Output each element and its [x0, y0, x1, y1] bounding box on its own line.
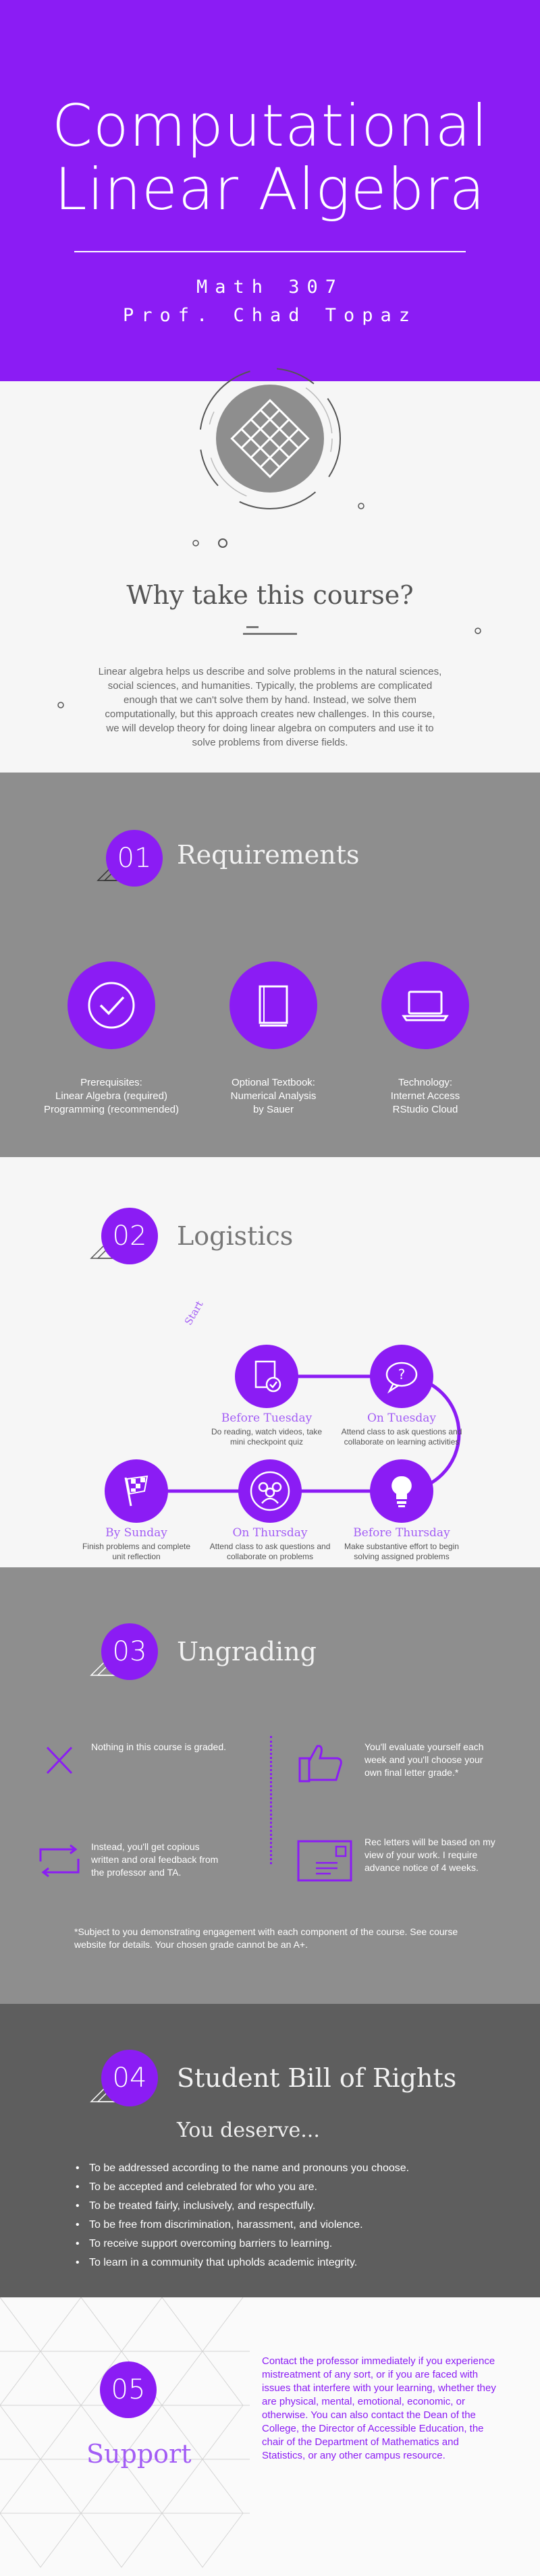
- step-by-sunday-circle: [105, 1459, 168, 1523]
- step-before-thursday-title: Before Thursday: [353, 1526, 450, 1540]
- section-number-01: 01: [106, 830, 163, 887]
- step-before-tuesday-desc: Do reading, watch videos, take mini chec…: [211, 1427, 323, 1447]
- step-by-sunday-desc: Finish problems and complete unit reflec…: [82, 1542, 191, 1561]
- support-body: Contact the professor immediately if you…: [262, 2355, 496, 2461]
- list-item: To be accepted and celebrated for who yo…: [74, 2178, 479, 2197]
- textbook-text: Optional Textbook: Numerical Analysis by…: [230, 1077, 317, 1115]
- checkered-flag-icon: [124, 1475, 148, 1507]
- page-title: Computational Linear Algebra: [0, 94, 540, 221]
- step-before-thursday-desc: Make substantive effort to begin solving…: [344, 1542, 459, 1561]
- ungrading-title: Ungrading: [177, 1637, 317, 1667]
- step-on-tuesday-circle: ?: [370, 1345, 433, 1408]
- triangle-pattern-background: [0, 2297, 250, 2568]
- list-item: To be treated fairly, inclusively, and r…: [74, 2197, 479, 2216]
- professor-name: Prof. Chad Topaz: [122, 305, 418, 326]
- list-item: To be free from discrimination, harassme…: [74, 2216, 479, 2235]
- why-divider: [243, 633, 297, 635]
- title-line-2: Linear Algebra: [54, 156, 486, 223]
- requirements-title: Requirements: [177, 840, 360, 870]
- section-number-04: 04: [101, 2050, 158, 2106]
- step-before-thursday-circle: [370, 1459, 433, 1523]
- step-on-thursday-desc: Attend class to ask questions and collab…: [209, 1542, 331, 1561]
- ungrading-self-evaluate: You'll evaluate yourself each week and y…: [364, 1741, 484, 1778]
- column-divider: [270, 1736, 272, 1864]
- list-item: To receive support overcoming barriers t…: [74, 2235, 479, 2253]
- book-icon: [259, 985, 288, 1027]
- title-line-1: Computational: [51, 92, 489, 160]
- matrix-emblem: [57, 503, 481, 708]
- lightbulb-icon: [392, 1476, 412, 1507]
- speech-question-icon: ?: [385, 1362, 418, 1394]
- rights-list: To be addressed according to the name an…: [74, 2159, 479, 2272]
- step-on-thursday-circle: [238, 1459, 302, 1523]
- laptop-icon: [402, 990, 449, 1021]
- ungrading-rec-letters: Rec letters will be based on my view of …: [364, 1837, 495, 1873]
- checkmark-icon: [88, 982, 135, 1029]
- course-number: Math 307: [196, 277, 344, 298]
- bill-of-rights-section: 04 Student Bill of Rights You deserve...…: [0, 2004, 540, 2297]
- grid-diamond-icon: [230, 399, 310, 478]
- technology-text: Technology: Internet Access RStudio Clou…: [390, 1077, 460, 1115]
- why-divider-short: [246, 626, 259, 628]
- matrix-logo: [199, 368, 341, 509]
- support-section: 05 Support Contact the professor immedia…: [0, 2297, 540, 2576]
- step-on-tuesday-desc: Attend class to ask questions and collab…: [341, 1427, 462, 1447]
- title-divider: [74, 251, 466, 252]
- bill-title: Student Bill of Rights: [177, 2063, 457, 2093]
- why-body: Linear algebra helps us describe and sol…: [98, 666, 442, 748]
- group-icon: [250, 1471, 290, 1511]
- section-number-02: 02: [101, 1208, 158, 1264]
- ungrading-footnote: *Subject to you demonstrating engagement…: [74, 1926, 458, 1950]
- support-title: Support: [86, 2439, 192, 2469]
- technology-circle: [381, 961, 469, 1049]
- logistics-section: 02 Logistics Start Before Tuesday Do rea…: [0, 1157, 540, 1567]
- step-before-tuesday-title: Before Tuesday: [221, 1411, 313, 1425]
- bill-subtitle: You deserve...: [177, 2119, 320, 2142]
- x-icon: [46, 1746, 73, 1774]
- section-number-03: 03: [101, 1623, 158, 1680]
- why-title: Why take this course?: [126, 580, 414, 610]
- prerequisites-circle: [68, 961, 155, 1049]
- book-check-icon: [254, 1360, 281, 1393]
- feedback-loop-icon: [39, 1844, 80, 1878]
- step-before-tuesday-circle: [235, 1345, 298, 1408]
- step-on-thursday-title: On Thursday: [232, 1526, 308, 1540]
- ungrading-nothing-graded: Nothing in this course is graded.: [91, 1741, 226, 1752]
- list-item: To learn in a community that upholds aca…: [74, 2253, 479, 2272]
- letter-icon: [297, 1840, 352, 1882]
- step-on-tuesday-title: On Tuesday: [367, 1411, 436, 1425]
- list-item: To be addressed according to the name an…: [74, 2159, 479, 2178]
- section-number-05: 05: [100, 2361, 157, 2418]
- svg-text:?: ?: [398, 1366, 406, 1382]
- logistics-title: Logistics: [177, 1221, 294, 1251]
- ungrading-feedback: Instead, you'll get copious written and …: [91, 1841, 219, 1878]
- prerequisites-text: Prerequisites: Linear Algebra (required)…: [43, 1077, 180, 1115]
- step-by-sunday-title: By Sunday: [105, 1526, 167, 1540]
- requirements-section: 01 Requirements Prerequisites: Linear Al…: [0, 773, 540, 1157]
- ungrading-section: 03 Ungrading Nothing in this course is g…: [0, 1567, 540, 2004]
- header-banner: Computational Linear Algebra Math 307 Pr…: [0, 0, 540, 381]
- thumbs-up-icon: [298, 1745, 342, 1783]
- textbook-circle: [230, 961, 317, 1049]
